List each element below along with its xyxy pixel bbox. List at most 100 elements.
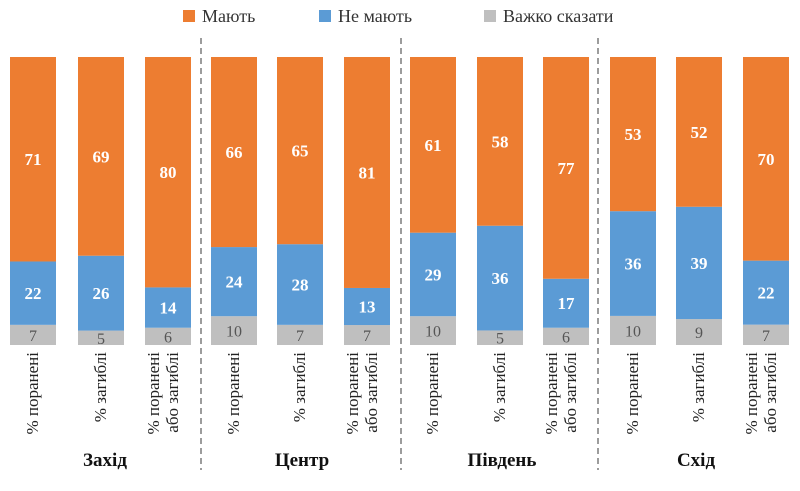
bar-segment-центр-3-важко-сказати [344, 325, 390, 345]
legend-label-2: Не мають [338, 6, 412, 26]
data-label-південь-2-важко-сказати: 5 [496, 331, 504, 348]
category-label-схід-3: % пораненіабо загиблі [742, 352, 780, 435]
legend-label-3: Важко сказати [503, 6, 614, 26]
category-label-центр-1: % поранені [224, 352, 243, 435]
bar-segment-схід-1-мають [610, 57, 656, 212]
bar-segment-південь-1-важко-сказати [410, 316, 456, 345]
data-label-захід-2-важко-сказати: 5 [97, 331, 105, 348]
bar-segment-південь-3-не-мають [543, 278, 589, 328]
data-label-захід-1-важко-сказати: 7 [29, 328, 37, 345]
data-label-південь-3-не-мають: 17 [558, 294, 576, 313]
category-label-захід-1: % поранені [23, 352, 42, 435]
bar-segment-захід-1-важко-сказати [10, 324, 56, 345]
data-label-схід-2-важко-сказати: 9 [695, 325, 703, 342]
bar-segment-схід-2-важко-сказати [676, 319, 722, 345]
bar-segment-схід-1-не-мають [610, 211, 656, 316]
data-label-південь-3-мають: 77 [558, 159, 576, 178]
data-label-південь-3-важко-сказати: 6 [562, 329, 570, 346]
category-label-схід-1: % поранені [623, 352, 642, 435]
bar-segment-схід-2-мають [676, 57, 722, 207]
data-label-центр-2-не-мають: 28 [292, 276, 309, 295]
category-label-центр-3: % пораненіабо загиблі [343, 352, 381, 435]
bar-segment-захід-2-важко-сказати [78, 330, 124, 345]
data-label-захід-1-не-мають: 22 [25, 284, 42, 303]
legend-label-1: Мають [202, 6, 255, 26]
category-label-схід-2: % загиблі [689, 352, 708, 422]
category-label-південь-1: % поранені [423, 352, 442, 435]
bar-segment-захід-1-не-мають [10, 261, 56, 325]
data-label-захід-1-мають: 71 [25, 150, 42, 169]
data-label-центр-3-не-мають: 13 [359, 298, 376, 317]
legend-swatch-3 [484, 10, 496, 22]
group-dividers [200, 38, 599, 470]
bar-segment-центр-1-мають [211, 57, 257, 248]
bar-segment-південь-2-важко-сказати [477, 330, 523, 345]
data-label-південь-1-мають: 61 [425, 136, 442, 155]
data-label-схід-2-не-мають: 39 [691, 254, 708, 273]
data-label-центр-1-важко-сказати: 10 [226, 324, 242, 341]
bar-segment-захід-3-мають [145, 57, 191, 288]
bar-segment-схід-3-не-мають [743, 260, 789, 325]
bar-segment-схід-3-важко-сказати [743, 324, 789, 345]
legend-swatch-1 [183, 10, 195, 22]
bar-segment-захід-2-мають [78, 57, 124, 256]
bar-segment-центр-1-не-мають [211, 247, 257, 317]
bar-segment-захід-1-мають [10, 57, 56, 262]
legend: Мають Не мають Важко сказати [183, 6, 614, 26]
bar-segment-схід-2-не-мають [676, 206, 722, 320]
data-label-схід-3-мають: 70 [758, 150, 775, 169]
region-label-південь: Південь [468, 450, 537, 471]
region-label-захід: Захід [83, 450, 127, 471]
bar-segment-захід-3-не-мають [145, 287, 191, 328]
category-labels: % поранені % загиблі % пораненіабо загиблі… [23, 352, 780, 435]
data-label-захід-2-не-мають: 26 [93, 284, 110, 303]
bar-segment-центр-3-мають [344, 57, 390, 288]
bar-segment-схід-3-мають [743, 57, 789, 261]
data-label-центр-3-важко-сказати: 7 [363, 328, 371, 345]
region-labels: Захід Центр Південь Схід [83, 450, 715, 471]
bars: 7227152669614801024667286571381102961536… [10, 57, 789, 348]
data-label-захід-3-важко-сказати: 6 [164, 329, 172, 346]
bar-segment-центр-2-не-мають [277, 244, 323, 325]
data-label-схід-1-важко-сказати: 10 [625, 323, 641, 340]
data-label-схід-3-важко-сказати: 7 [762, 328, 770, 345]
bar-segment-південь-2-не-мають [477, 225, 523, 331]
bar-segment-південь-1-мають [410, 57, 456, 233]
data-label-південь-1-важко-сказати: 10 [425, 324, 441, 341]
data-label-захід-3-не-мають: 14 [160, 299, 178, 318]
data-label-схід-2-мають: 52 [691, 123, 708, 142]
data-label-центр-1-мають: 66 [226, 143, 243, 162]
data-label-схід-3-не-мають: 22 [758, 284, 775, 303]
bar-segment-південь-3-мають [543, 57, 589, 279]
region-label-центр: Центр [275, 450, 329, 471]
data-label-схід-1-мають: 53 [625, 125, 642, 144]
data-label-схід-1-не-мають: 36 [625, 255, 642, 274]
category-label-центр-2: % загиблі [290, 352, 309, 422]
region-label-схід: Схід [677, 450, 716, 471]
data-label-центр-1-не-мають: 24 [226, 273, 244, 292]
legend-swatch-2 [319, 10, 331, 22]
data-label-південь-2-не-мають: 36 [492, 269, 509, 288]
bar-segment-центр-1-важко-сказати [211, 316, 257, 345]
data-label-центр-3-мають: 81 [359, 163, 376, 182]
bar-segment-центр-3-не-мають [344, 287, 390, 326]
category-label-південь-2: % загиблі [490, 352, 509, 422]
bar-segment-захід-3-важко-сказати [145, 327, 191, 345]
bar-segment-південь-1-не-мають [410, 232, 456, 317]
bar-segment-захід-2-не-мають [78, 255, 124, 331]
category-label-південь-3: % пораненіабо загиблі [542, 352, 580, 435]
category-label-захід-2: % загиблі [91, 352, 110, 422]
bar-segment-південь-2-мають [477, 57, 523, 226]
data-label-центр-2-важко-сказати: 7 [296, 328, 304, 345]
data-label-захід-3-мають: 80 [160, 163, 177, 182]
data-label-південь-1-не-мають: 29 [425, 265, 442, 284]
bar-segment-центр-2-важко-сказати [277, 324, 323, 345]
bar-segment-південь-3-важко-сказати [543, 327, 589, 345]
data-label-центр-2-мають: 65 [292, 142, 309, 161]
bar-segment-центр-2-мають [277, 57, 323, 245]
category-label-захід-3: % пораненіабо загиблі [144, 352, 182, 435]
data-label-південь-2-мають: 58 [492, 132, 509, 151]
data-label-захід-2-мають: 69 [93, 147, 110, 166]
bar-segment-схід-1-важко-сказати [610, 315, 656, 345]
